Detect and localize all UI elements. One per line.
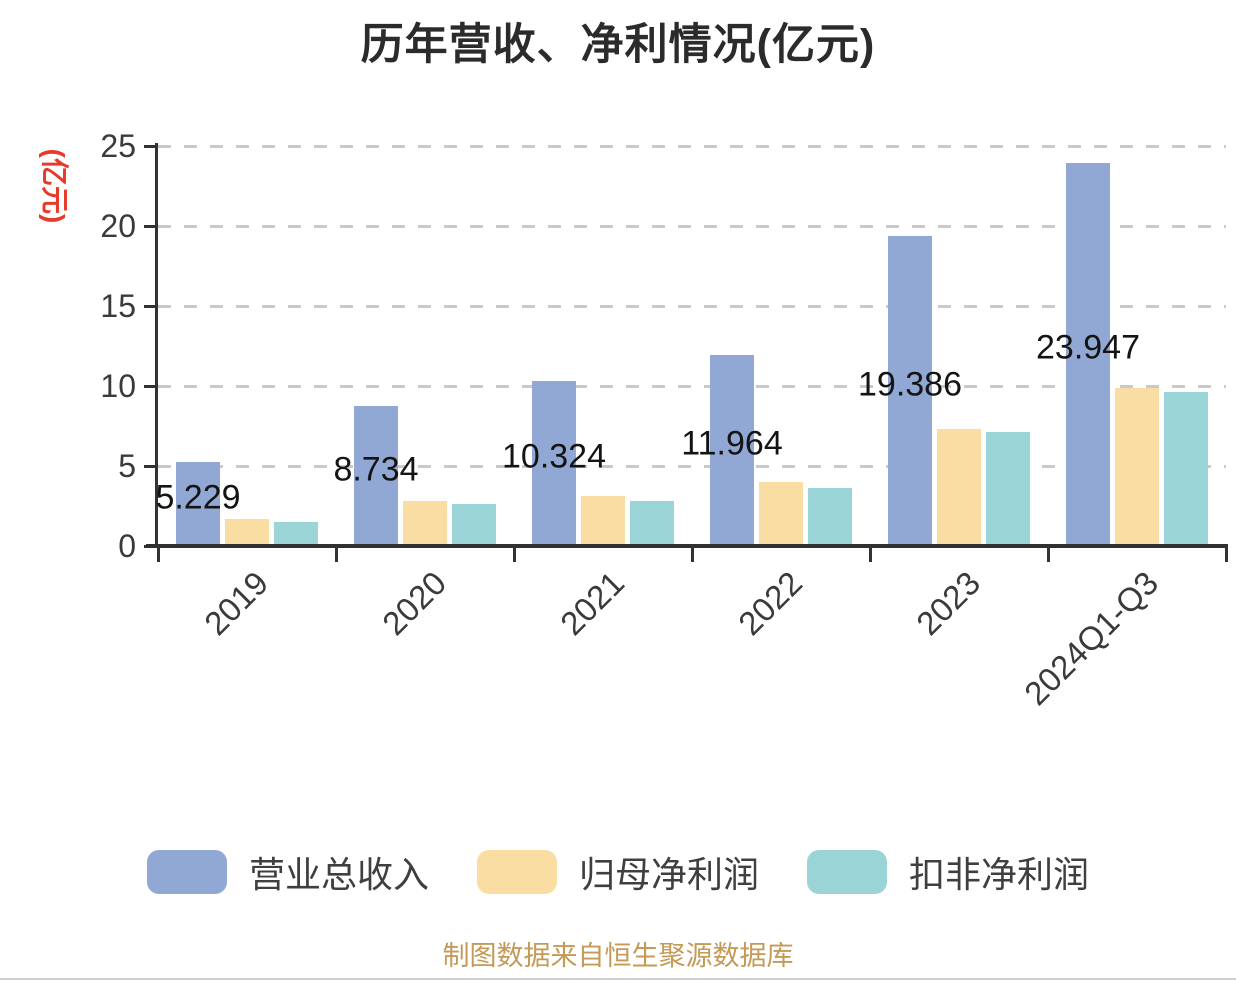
x-axis-label-2019: 2019 [197,564,276,643]
legend-swatch-deducted-net-profit [807,850,887,894]
x-axis-tick-2 [512,546,516,562]
bar-value-label-2020: 8.734 [333,450,419,489]
bar-deducted-net-profit-2022 [808,487,852,546]
bar-deducted-net-profit-2019 [274,522,318,546]
y-axis-tick-label-0: 0 [118,528,136,564]
legend-item-net-profit-attributable: 归母净利润 [476,846,759,898]
bar-deducted-net-profit-2023 [986,431,1030,546]
y-axis-tick-label-5: 5 [118,448,136,484]
legend-label-deducted-net-profit: 扣非净利润 [909,854,1090,895]
bar-total-revenue-2019 [176,462,220,546]
bar-deducted-net-profit-2021 [630,501,674,546]
legend: 营业总收入 归母净利润 扣非净利润 [0,846,1236,898]
chart-title: 历年营收、净利情况(亿元) [360,21,876,69]
x-axis-label-2021: 2021 [553,564,632,643]
bar-total-revenue-2024q1-q3 [1066,162,1110,546]
legend-swatch-total-revenue [146,850,227,894]
legend-label-net-profit-attributable: 归母净利润 [578,854,759,895]
gridline-15 [158,304,1226,308]
y-axis-tick-10 [144,384,158,388]
gridline-10 [158,384,1226,388]
x-axis-tick-0 [156,546,160,562]
x-axis-label-2024q1-q3: 2024Q1-Q3 [1017,564,1166,713]
legend-swatch-net-profit-attributable [476,850,557,894]
y-axis-line [155,143,158,548]
x-axis-line [146,544,1228,548]
y-axis-tick-label-15: 15 [100,288,136,324]
bar-total-revenue-2020 [354,406,398,546]
bar-deducted-net-profit-2020 [452,503,496,546]
y-axis-tick-label-20: 20 [100,208,136,244]
y-axis-tick-25 [144,144,158,148]
bar-value-label-2023: 19.386 [858,365,962,404]
x-axis-tick-1 [334,546,338,562]
legend-item-deducted-net-profit: 扣非净利润 [807,846,1089,898]
source-note: 制图数据来自恒生聚源数据库 [442,941,794,971]
y-axis-tick-20 [144,224,158,228]
x-axis-label-2023: 2023 [909,564,988,643]
x-axis-tick-6 [1224,546,1228,562]
y-axis-tick-15 [144,304,158,308]
x-axis-label-2022: 2022 [731,564,810,643]
bar-net-profit-attributable-2023 [937,429,981,546]
bar-total-revenue-2021 [532,380,576,546]
bar-net-profit-attributable-2022 [759,482,803,546]
bar-net-profit-attributable-2024q1-q3 [1115,387,1159,546]
gridline-25 [158,144,1226,148]
bar-net-profit-attributable-2021 [581,496,625,546]
x-axis-tick-3 [690,546,694,562]
y-axis-tick-5 [144,464,158,468]
bar-total-revenue-2022 [710,354,754,546]
legend-label-total-revenue: 营业总收入 [248,854,429,895]
bottom-divider [0,978,1236,980]
bar-value-label-2021: 10.324 [502,437,606,476]
gridline-5 [158,464,1226,468]
bar-total-revenue-2023 [888,235,932,546]
bar-net-profit-attributable-2019 [225,519,269,546]
bar-value-label-2024q1-q3: 23.947 [1036,328,1140,367]
y-axis-tick-label-10: 10 [100,368,136,404]
bar-net-profit-attributable-2020 [403,501,447,546]
x-axis-label-2020: 2020 [375,564,454,643]
y-axis-tick-label-25: 25 [100,128,136,164]
legend-item-total-revenue: 营业总收入 [146,846,429,898]
x-axis-tick-5 [1046,546,1050,562]
bar-deducted-net-profit-2024q1-q3 [1164,392,1208,546]
x-axis-tick-4 [868,546,872,562]
bar-value-label-2019: 5.229 [155,478,241,517]
gridline-20 [158,224,1226,228]
bar-value-label-2022: 11.964 [681,424,783,463]
